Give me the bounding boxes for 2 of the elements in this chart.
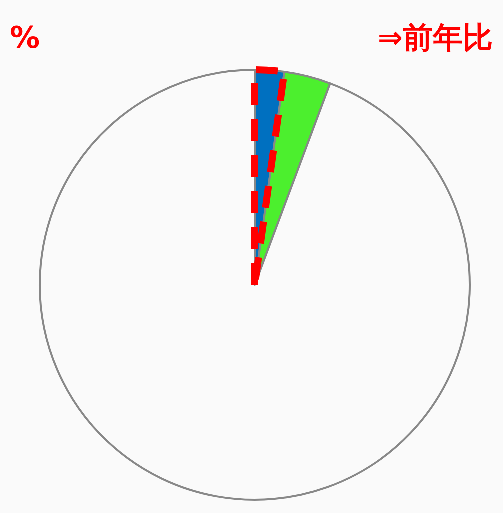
text: ⇒前年比 [378, 21, 493, 56]
text: % [10, 21, 40, 56]
